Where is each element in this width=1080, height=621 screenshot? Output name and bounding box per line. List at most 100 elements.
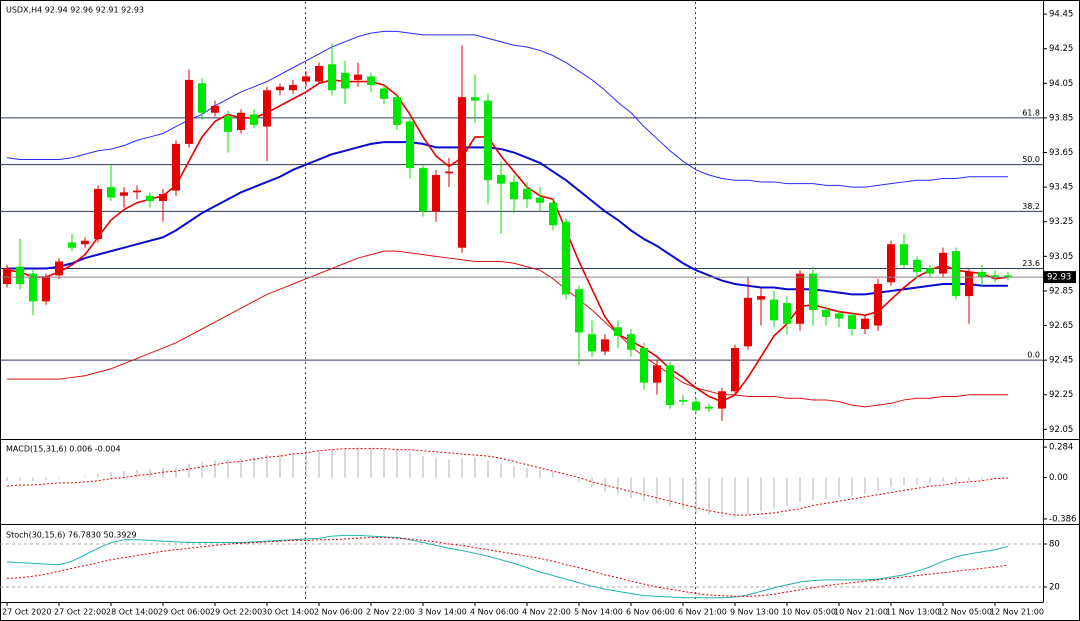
histogram-bar [604,477,606,492]
candle-body [900,244,908,265]
histogram-bar [903,477,905,486]
histogram-bar [422,456,424,478]
histogram-bar [461,458,463,478]
y-tick-label: 80 [1049,539,1060,549]
histogram-bar [58,477,60,479]
candle-body [627,334,635,350]
histogram-bar [825,477,827,499]
candle-body [68,242,76,248]
candle-body [653,365,661,383]
candle-body [926,268,934,274]
x-tick-label: 4 Nov 06:00 [470,608,519,617]
candle-body [549,202,557,226]
histogram-bar [305,450,307,478]
histogram-bar [916,477,918,484]
histogram-bar [123,471,125,478]
histogram-bar [331,448,333,478]
histogram-bar [110,472,112,478]
x-tick-label: 10 Nov 05:00 [782,608,836,617]
x-tick-label: 4 Nov 22:00 [522,608,571,617]
indicator-line [6,537,1009,597]
candle-body [1004,275,1012,278]
histogram-bar [812,477,814,501]
histogram-bar [1007,476,1009,478]
x-tick-label: 30 Oct 14:00 [262,608,314,617]
histogram-bar [370,447,372,478]
candle-body [601,339,609,352]
histogram-bar [877,477,879,491]
y-tick-label: 94.25 [1049,44,1073,54]
candle-body [965,271,973,297]
candle-body [146,195,154,201]
histogram-bar [474,457,476,478]
histogram-bar [643,477,645,502]
histogram-bar [6,477,8,481]
histogram-bar [344,448,346,478]
histogram-bar [409,452,411,478]
x-tick-label: 28 Oct 14:00 [106,608,158,617]
histogram-bar [175,466,177,478]
candle-body [939,252,947,274]
candle-body [289,85,297,91]
fib-label: 0.0 [1027,351,1040,360]
histogram-bar [539,470,541,478]
candle-body [614,327,622,336]
histogram-bar [162,467,164,478]
y-tick-label: 94.45 [1049,10,1073,20]
candle-body [588,334,596,352]
histogram-bar [84,476,86,478]
histogram-bar [32,477,34,481]
candle-body [224,116,232,132]
y-tick-label: 0.284 [1049,443,1073,453]
histogram-bar [630,477,632,498]
histogram-bar [591,477,593,488]
candle-body [328,64,336,91]
x-tick-label: 29 Oct 22:00 [210,608,262,617]
histogram-bar [734,477,736,518]
x-tick-label: 11 Nov 13:00 [886,608,940,617]
candle-body [445,171,453,174]
candle-body [94,188,102,240]
histogram-bar [500,463,502,478]
y-tick-label: 92.45 [1049,356,1073,366]
histogram-bar [136,470,138,478]
y-tick-label: 93.05 [1049,252,1073,262]
y-tick-label: 93.45 [1049,183,1073,193]
histogram-bar [383,448,385,478]
x-tick-label: 3 Nov 14:00 [418,608,467,617]
current-price-box [1044,271,1076,284]
indicator-line [7,141,1008,296]
histogram-bar [188,463,190,478]
candle-body [198,83,206,113]
candle-body [952,251,960,297]
x-tick-label: 9 Nov 13:00 [730,608,779,617]
candle-body [874,284,882,326]
candle-body [640,348,648,383]
candle-body [16,266,24,285]
candle-body [185,79,193,144]
candle-body [484,100,492,181]
histogram-bar [890,477,892,488]
y-tick-label: 92.05 [1049,425,1073,435]
histogram-bar [981,477,983,480]
current-price-label: 92.93 [1047,273,1071,283]
x-tick-label: 2 Nov 06:00 [314,608,363,617]
histogram-bar [97,474,99,478]
histogram-bar [266,455,268,478]
y-tick-label: 92.25 [1049,390,1073,400]
y-tick-label: 20 [1049,583,1060,593]
candle-body [159,194,167,201]
candle-body [718,391,726,409]
candle-body [679,399,687,402]
candle-body [120,192,128,196]
candle-body [848,315,856,329]
panel-title: USDX,H4 92.94 92.96 92.91 92.93 [6,6,144,15]
candle-body [354,74,362,80]
y-tick-label: 94.05 [1049,79,1073,89]
x-tick-label: 12 Nov 05:00 [938,608,992,617]
indicator-line [6,448,1009,516]
histogram-bar [71,477,73,479]
histogram-bar [760,477,762,511]
